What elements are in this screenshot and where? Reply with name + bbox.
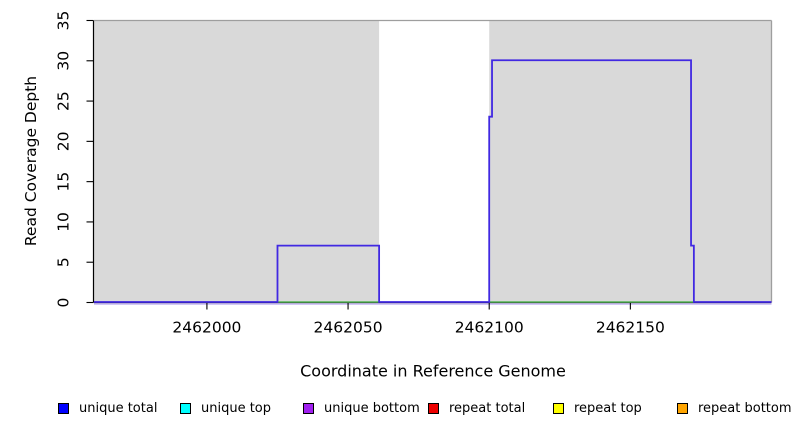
coverage-line — [94, 59, 772, 303]
y-tick-label: 0 — [54, 298, 72, 308]
x-tick-label: 2462100 — [455, 319, 524, 337]
y-axis-title: Read Coverage Depth — [22, 75, 40, 247]
legend-item-repeat-total: repeat total — [428, 400, 525, 416]
x-tick-label: 2462000 — [172, 319, 241, 337]
y-tick-label: 5 — [54, 257, 72, 267]
y-tick-label: 30 — [54, 51, 72, 71]
x-axis-title: Coordinate in Reference Genome — [300, 361, 566, 381]
legend-item-repeat-top: repeat top — [553, 400, 642, 416]
legend-item-repeat-bottom: repeat bottom — [677, 400, 792, 416]
legend-label: repeat bottom — [698, 400, 792, 416]
y-tick-label: 25 — [54, 91, 72, 111]
legend-label: repeat top — [574, 400, 642, 416]
legend-label: repeat total — [449, 400, 526, 416]
y-tick-label: 10 — [54, 212, 72, 232]
legend-swatch-unique-bottom — [303, 402, 314, 414]
legend-item-unique-top: unique top — [180, 400, 271, 416]
legend-swatch-repeat-bottom — [677, 402, 688, 414]
legend-swatch-unique-top — [180, 402, 191, 414]
y-tick-label: 15 — [54, 172, 72, 192]
legend-label: unique bottom — [324, 400, 420, 416]
legend-swatch-repeat-top — [553, 402, 564, 414]
legend-swatch-unique-total — [58, 402, 69, 414]
legend-label: unique top — [201, 400, 272, 416]
x-tick-label: 2462150 — [596, 319, 665, 337]
x-tick-label: 2462050 — [314, 319, 383, 337]
legend-item-unique-total: unique total — [58, 400, 157, 416]
legend-label: unique total — [79, 400, 158, 416]
y-tick-label: 35 — [54, 11, 72, 31]
legend-item-unique-bottom: unique bottom — [303, 400, 420, 416]
repeat-region-band — [379, 20, 490, 303]
legend-swatch-repeat-total — [428, 402, 439, 414]
y-tick-label: 20 — [54, 131, 72, 151]
